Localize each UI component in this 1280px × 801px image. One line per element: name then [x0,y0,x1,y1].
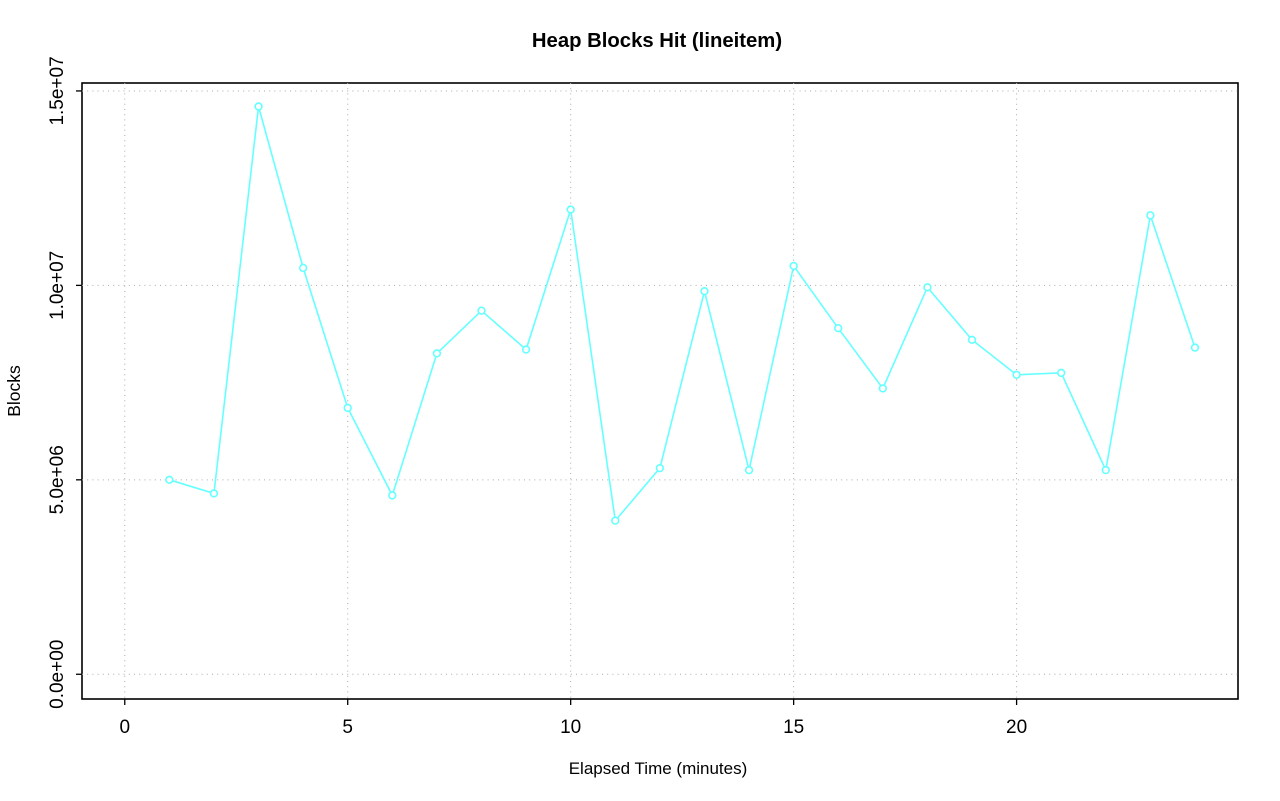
svg-text:15: 15 [783,717,804,738]
svg-text:0: 0 [119,717,130,738]
svg-text:1.5e+07: 1.5e+07 [47,56,68,125]
svg-text:Blocks: Blocks [4,365,24,417]
svg-text:Elapsed Time (minutes): Elapsed Time (minutes) [569,759,748,778]
svg-text:5.0e+06: 5.0e+06 [47,445,68,514]
svg-text:20: 20 [1006,717,1027,738]
svg-text:1.0e+07: 1.0e+07 [47,251,68,320]
svg-text:10: 10 [560,717,581,738]
svg-text:0.0e+00: 0.0e+00 [47,640,68,709]
svg-text:5: 5 [342,717,353,738]
svg-text:Heap Blocks Hit (lineitem): Heap Blocks Hit (lineitem) [532,30,782,52]
